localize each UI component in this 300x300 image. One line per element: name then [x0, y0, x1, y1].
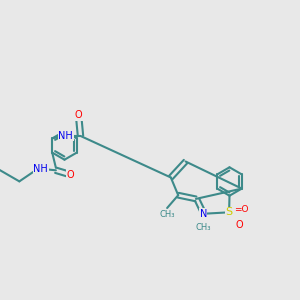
Text: =O: =O: [234, 206, 249, 214]
Text: O: O: [75, 110, 82, 120]
Text: NH: NH: [58, 131, 73, 141]
Text: NH: NH: [33, 164, 48, 174]
Text: S: S: [226, 207, 233, 218]
Text: CH₃: CH₃: [196, 224, 211, 232]
Text: N: N: [200, 209, 207, 219]
Text: O: O: [67, 170, 74, 180]
Text: O: O: [236, 220, 243, 230]
Text: CH₃: CH₃: [159, 210, 175, 219]
